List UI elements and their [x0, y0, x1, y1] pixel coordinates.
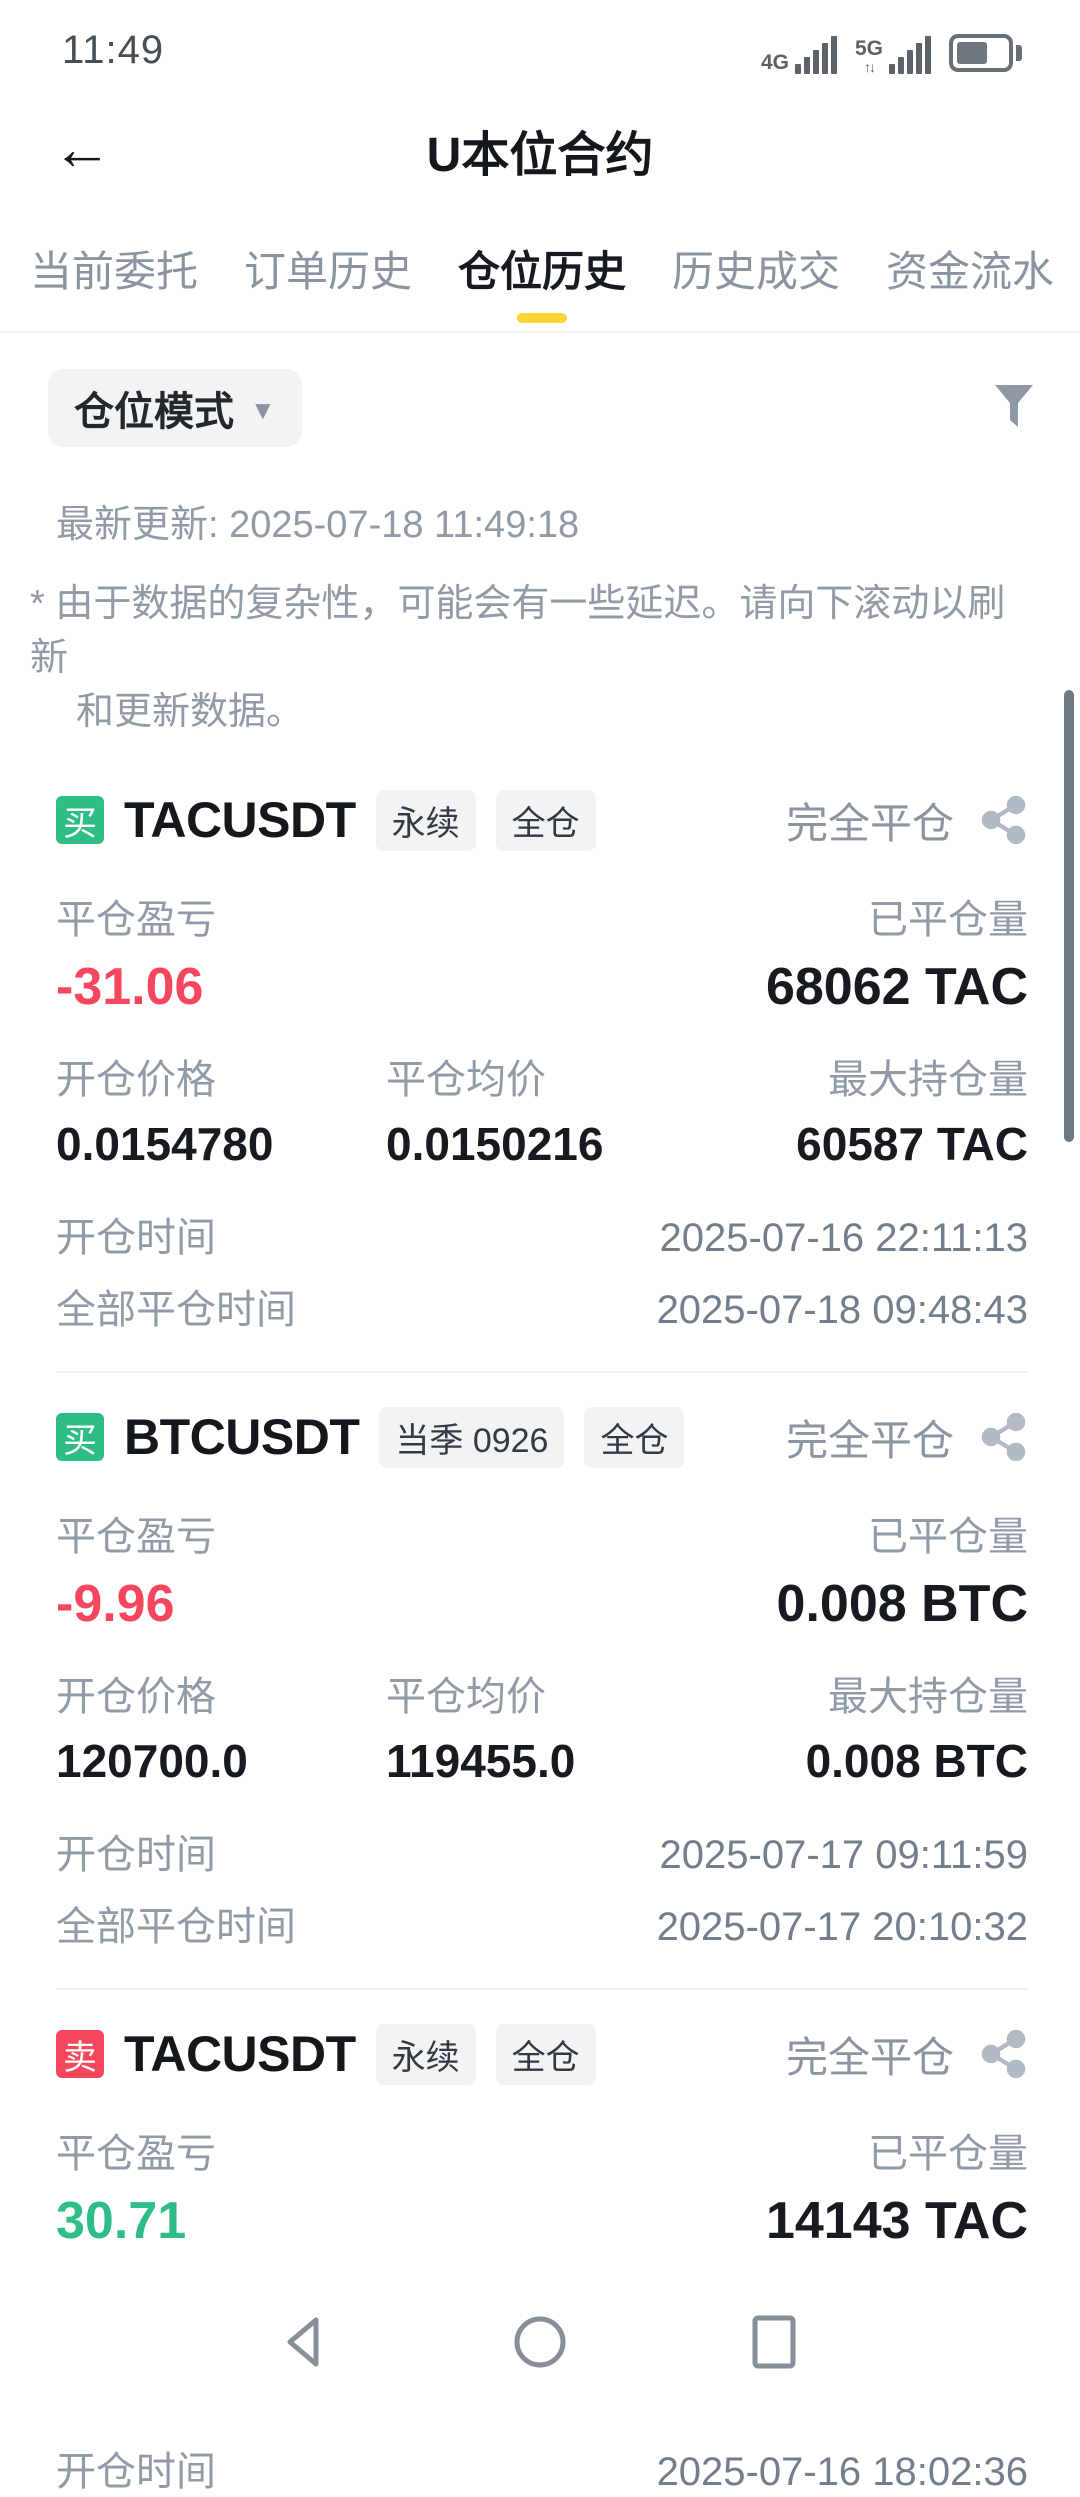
contract-type-tag: 永续	[375, 2023, 476, 2085]
page-title: U本位合约	[426, 129, 654, 182]
close-status: 完全平仓	[785, 2033, 954, 2081]
pnl-label: 平仓盈亏	[56, 897, 216, 942]
closed-qty-label: 已平仓量	[868, 897, 1028, 942]
side-badge: 买	[56, 796, 104, 845]
close-avg-price-label: 平仓均价	[386, 1674, 546, 1719]
open-time-value: 2025-07-16 22:11:13	[659, 1215, 1028, 1260]
network-5g-label: 5G	[854, 37, 883, 60]
open-price-value: 0.0154780	[56, 1117, 274, 1170]
open-time-value: 2025-07-16 18:02:36	[656, 2449, 1028, 2494]
caret-down-icon: ▼	[250, 394, 276, 425]
divider	[56, 1987, 1028, 1990]
signal-4g-icon: 4G	[761, 28, 837, 74]
position-card-header: 买 BTCUSDT 当季 0926 全仓 完全平仓	[56, 1406, 1028, 1468]
scrollbar-thumb[interactable]	[1064, 690, 1074, 1142]
open-time-value: 2025-07-17 09:11:59	[659, 1832, 1028, 1877]
battery-icon	[949, 34, 1022, 72]
back-arrow-icon[interactable]: ←	[52, 114, 112, 182]
divider	[56, 1370, 1028, 1373]
app-header: ← U本位合约	[0, 100, 1080, 200]
filter-funnel-icon[interactable]	[994, 384, 1034, 432]
open-time-label: 开仓时间	[56, 1832, 216, 1877]
pnl-label: 平仓盈亏	[56, 1514, 216, 1559]
max-position-value: 0.008 BTC	[805, 1734, 1028, 1787]
pnl-value: 30.71	[56, 2191, 187, 2250]
position-mode-dropdown[interactable]: 仓位模式 ▼	[48, 369, 302, 447]
position-mode-label: 仓位模式	[74, 390, 234, 434]
tab-order-history[interactable]: 订单历史	[243, 248, 412, 295]
close-all-time-label: 全部平仓时间	[56, 1287, 296, 1332]
delay-notice-line2: 和更新数据。	[76, 690, 305, 733]
signal-bars	[794, 36, 837, 74]
status-bar: 11:49 4G 5G ↑↓	[0, 0, 1080, 92]
symbol: TACUSDT	[124, 792, 356, 849]
pnl-value: -31.06	[56, 957, 204, 1016]
open-time-label: 开仓时间	[56, 2449, 216, 2494]
open-price-label: 开仓价格	[56, 1057, 216, 1102]
tab-bar: 当前委托 订单历史 仓位历史 历史成交 资金流水	[0, 238, 1080, 333]
close-avg-price-label: 平仓均价	[386, 1057, 546, 1102]
close-all-time-label: 全部平仓时间	[56, 1904, 296, 1949]
margin-mode-tag: 全仓	[495, 2023, 596, 2085]
margin-mode-tag: 全仓	[495, 789, 596, 851]
position-card-header: 卖 TACUSDT 永续 全仓 完全平仓	[56, 2023, 1028, 2085]
pnl-value: -9.96	[56, 1574, 175, 1633]
share-icon[interactable]	[980, 796, 1028, 845]
android-nav-bar	[0, 2284, 1080, 2400]
symbol: BTCUSDT	[124, 1409, 360, 1466]
share-icon[interactable]	[980, 1413, 1028, 1462]
contract-type-tag: 当季 0926	[379, 1406, 565, 1468]
max-position-label: 最大持仓量	[828, 1674, 1028, 1719]
close-status: 完全平仓	[785, 799, 954, 847]
pnl-label: 平仓盈亏	[56, 2131, 216, 2176]
contract-type-tag: 永续	[375, 789, 476, 851]
closed-qty-value: 68062 TAC	[765, 957, 1028, 1016]
tab-position-history[interactable]: 仓位历史	[458, 238, 626, 331]
tab-open-orders[interactable]: 当前委托	[30, 248, 199, 295]
position-card: 买 TACUSDT 永续 全仓 完全平仓 平仓盈亏 已平仓量 -31.06 68…	[0, 789, 1080, 1335]
max-position-label: 最大持仓量	[828, 1057, 1028, 1102]
signal-5g-icon: 5G ↑↓	[855, 28, 931, 74]
close-all-time-value: 2025-07-17 20:10:32	[656, 1904, 1028, 1949]
nav-recents-icon[interactable]	[746, 2314, 802, 2370]
close-status: 完全平仓	[785, 1416, 954, 1464]
side-badge: 卖	[56, 2030, 104, 2079]
position-card-header: 买 TACUSDT 永续 全仓 完全平仓	[56, 789, 1028, 851]
filter-bar: 仓位模式 ▼	[0, 369, 1080, 447]
clock: 11:49	[62, 28, 165, 72]
open-time-label: 开仓时间	[56, 1215, 216, 1260]
margin-mode-tag: 全仓	[584, 1406, 685, 1468]
closed-qty-value: 14143 TAC	[765, 2191, 1028, 2250]
close-all-time-value: 2025-07-18 09:48:43	[656, 1287, 1028, 1332]
close-avg-price-value: 119455.0	[386, 1734, 576, 1787]
status-icons: 4G 5G ↑↓	[761, 28, 1022, 74]
max-position-value: 60587 TAC	[796, 1117, 1028, 1170]
open-price-value: 120700.0	[56, 1734, 248, 1787]
network-4g-label: 4G	[760, 51, 789, 74]
symbol: TACUSDT	[124, 2026, 356, 2083]
closed-qty-label: 已平仓量	[868, 1514, 1028, 1559]
position-card: 买 BTCUSDT 当季 0926 全仓 完全平仓 平仓盈亏 已平仓量 -9.9…	[0, 1406, 1080, 1952]
close-avg-price-value: 0.0150216	[386, 1117, 604, 1170]
nav-back-icon[interactable]	[278, 2314, 334, 2370]
share-icon[interactable]	[980, 2030, 1028, 2079]
delay-notice-line1: * 由于数据的复杂性，可能会有一些延迟。请向下滚动以刷新	[30, 583, 1006, 679]
open-price-label: 开仓价格	[56, 1674, 216, 1719]
signal-bars	[889, 36, 931, 74]
last-update-text: 最新更新: 2025-07-18 11:49:18	[56, 504, 580, 546]
nav-home-icon[interactable]	[512, 2314, 568, 2370]
tab-trade-history[interactable]: 历史成交	[671, 248, 840, 295]
position-card: 卖 TACUSDT 永续 全仓 完全平仓 平仓盈亏 已平仓量 30.71 141…	[0, 2023, 1080, 2497]
side-badge: 买	[56, 1413, 104, 1462]
delay-notice: * 由于数据的复杂性，可能会有一些延迟。请向下滚动以刷新 和更新数据。	[30, 578, 1034, 740]
closed-qty-label: 已平仓量	[868, 2131, 1028, 2176]
data-arrows-icon: ↑↓	[863, 59, 876, 75]
closed-qty-value: 0.008 BTC	[776, 1574, 1028, 1633]
tab-transaction-history[interactable]: 资金流水	[885, 248, 1054, 295]
